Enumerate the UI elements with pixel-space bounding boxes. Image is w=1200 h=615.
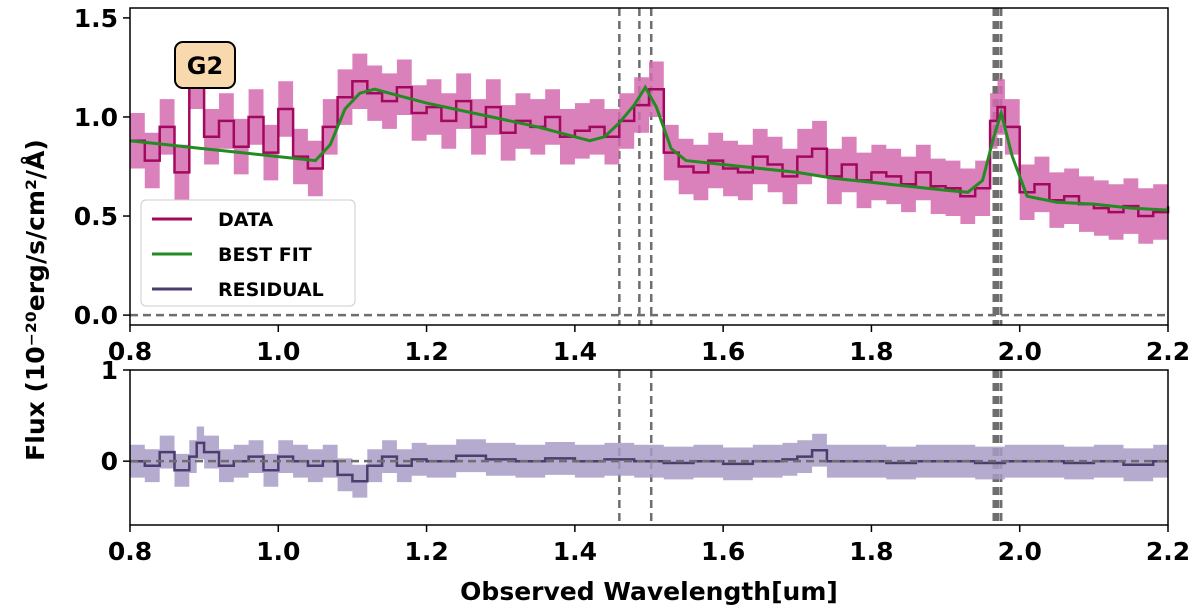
top-plot-frame (129, 7, 1169, 326)
bottom-xtick-label-7: 2.2 (1146, 537, 1190, 566)
bottom-ytick-label-0: 0 (101, 447, 118, 476)
bottom-xtick-label-1: 1.0 (256, 537, 300, 566)
legend-box (140, 199, 356, 307)
bottom-xtick-label-5: 1.8 (849, 537, 893, 566)
legend-data-label: DATA (218, 209, 273, 231)
top-data-line (130, 80, 1170, 218)
top-xtick-label-0: 0.8 (108, 337, 152, 366)
top-xtick-label-5: 1.8 (849, 337, 893, 366)
top-ytick-label-3: 1.5 (74, 4, 118, 33)
top-ytick-label-2: 1.0 (74, 103, 118, 132)
bottom-xtick-label-3: 1.4 (553, 537, 597, 566)
top-xtick-label-4: 1.6 (701, 337, 745, 366)
legend: DATA BEST FIT RESIDUAL (140, 199, 356, 307)
object-badge-box (174, 41, 236, 89)
top-xtick-label-6: 2.0 (998, 337, 1042, 366)
bottom-ytick-label-1: 1 (101, 356, 118, 385)
bottom-xtick-label-6: 2.0 (998, 537, 1042, 566)
bottom-xtick-label-2: 1.2 (404, 537, 448, 566)
x-axis-title: Observed Wavelength[um] (460, 577, 838, 606)
top-xtick-label-1: 1.0 (256, 337, 300, 366)
y-axis-title: Flux (10⁻²⁰erg/s/cm²/Å) (21, 139, 50, 461)
top-xtick-label-3: 1.4 (553, 337, 597, 366)
top-panel: 0.8 1.0 1.2 1.4 1.6 1.8 2.0 2.2 0.0 0.5 1.0 1.5 (74, 4, 1190, 366)
bottom-plot-frame (129, 369, 1169, 526)
object-badge: G2 (174, 41, 236, 89)
legend-bestfit-label: BEST FIT (218, 244, 312, 266)
top-xtick-label-7: 2.2 (1146, 337, 1190, 366)
legend-residual-label: RESIDUAL (218, 279, 324, 301)
bottom-panel: 0.8 1.0 1.2 1.4 1.6 1.8 2.0 2.2 0 1 (101, 356, 1191, 566)
top-best-fit-line (129, 84, 1169, 212)
top-xtick-label-2: 1.2 (404, 337, 448, 366)
object-badge-label: G2 (187, 52, 223, 80)
top-ytick-label-0: 0.0 (74, 301, 118, 330)
bottom-xtick-label-0: 0.8 (108, 537, 152, 566)
bottom-xtick-label-4: 1.6 (701, 537, 745, 566)
top-ytick-label-1: 0.5 (74, 202, 118, 231)
